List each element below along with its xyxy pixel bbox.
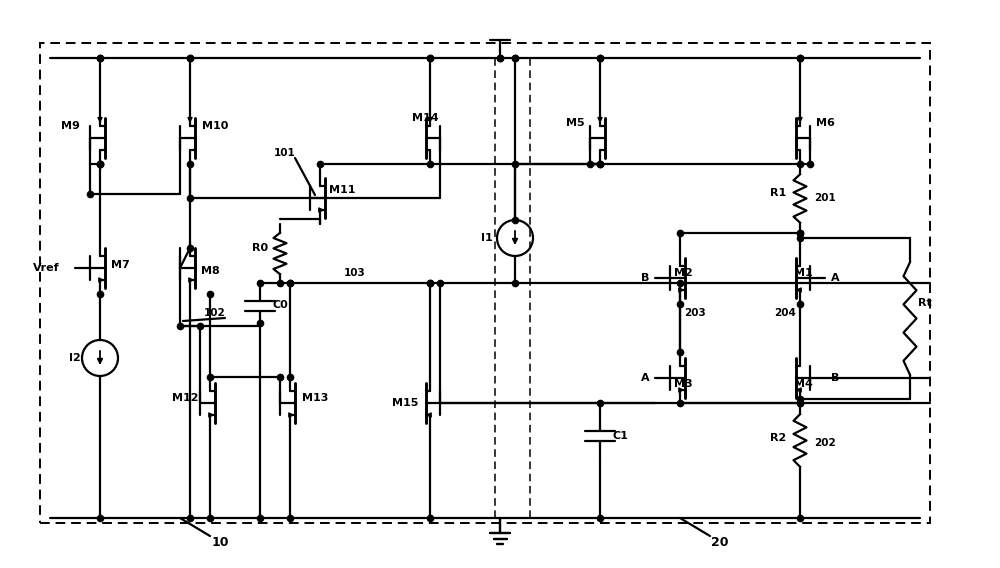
Text: A: A — [641, 373, 649, 383]
Text: M12: M12 — [172, 393, 198, 403]
Text: M6: M6 — [816, 118, 834, 128]
Text: M10: M10 — [202, 121, 228, 131]
Text: B: B — [641, 273, 649, 283]
Text: R0: R0 — [252, 243, 268, 253]
Text: C1: C1 — [612, 431, 628, 441]
Text: 20: 20 — [711, 537, 729, 549]
Text: 103: 103 — [344, 268, 366, 278]
Text: M13: M13 — [302, 393, 328, 403]
Text: M2: M2 — [674, 268, 692, 278]
Text: 102: 102 — [204, 308, 226, 318]
Text: 202: 202 — [814, 438, 836, 448]
Text: 201: 201 — [814, 193, 836, 203]
Text: M9: M9 — [61, 121, 79, 131]
Text: B: B — [831, 373, 839, 383]
Text: M5: M5 — [566, 118, 584, 128]
Text: M1: M1 — [794, 268, 812, 278]
Text: 203: 203 — [684, 308, 706, 318]
Text: M4: M4 — [794, 379, 812, 389]
Text: 204: 204 — [774, 308, 796, 318]
Text: 10: 10 — [211, 537, 229, 549]
Text: M14: M14 — [412, 113, 438, 123]
Text: A: A — [831, 273, 839, 283]
Text: C0: C0 — [272, 300, 288, 310]
Text: M11: M11 — [329, 185, 355, 195]
Text: 101: 101 — [274, 148, 296, 158]
Text: M8: M8 — [201, 266, 219, 276]
Text: R2: R2 — [770, 433, 786, 443]
Text: Rt: Rt — [918, 298, 932, 308]
Bar — [40, 43, 930, 523]
Text: M3: M3 — [674, 379, 692, 389]
Text: Vref: Vref — [33, 263, 60, 273]
Text: I1: I1 — [481, 233, 493, 243]
Text: M15: M15 — [392, 398, 418, 408]
Text: I2: I2 — [69, 353, 81, 363]
Text: M7: M7 — [111, 260, 129, 270]
Text: R1: R1 — [770, 188, 786, 198]
